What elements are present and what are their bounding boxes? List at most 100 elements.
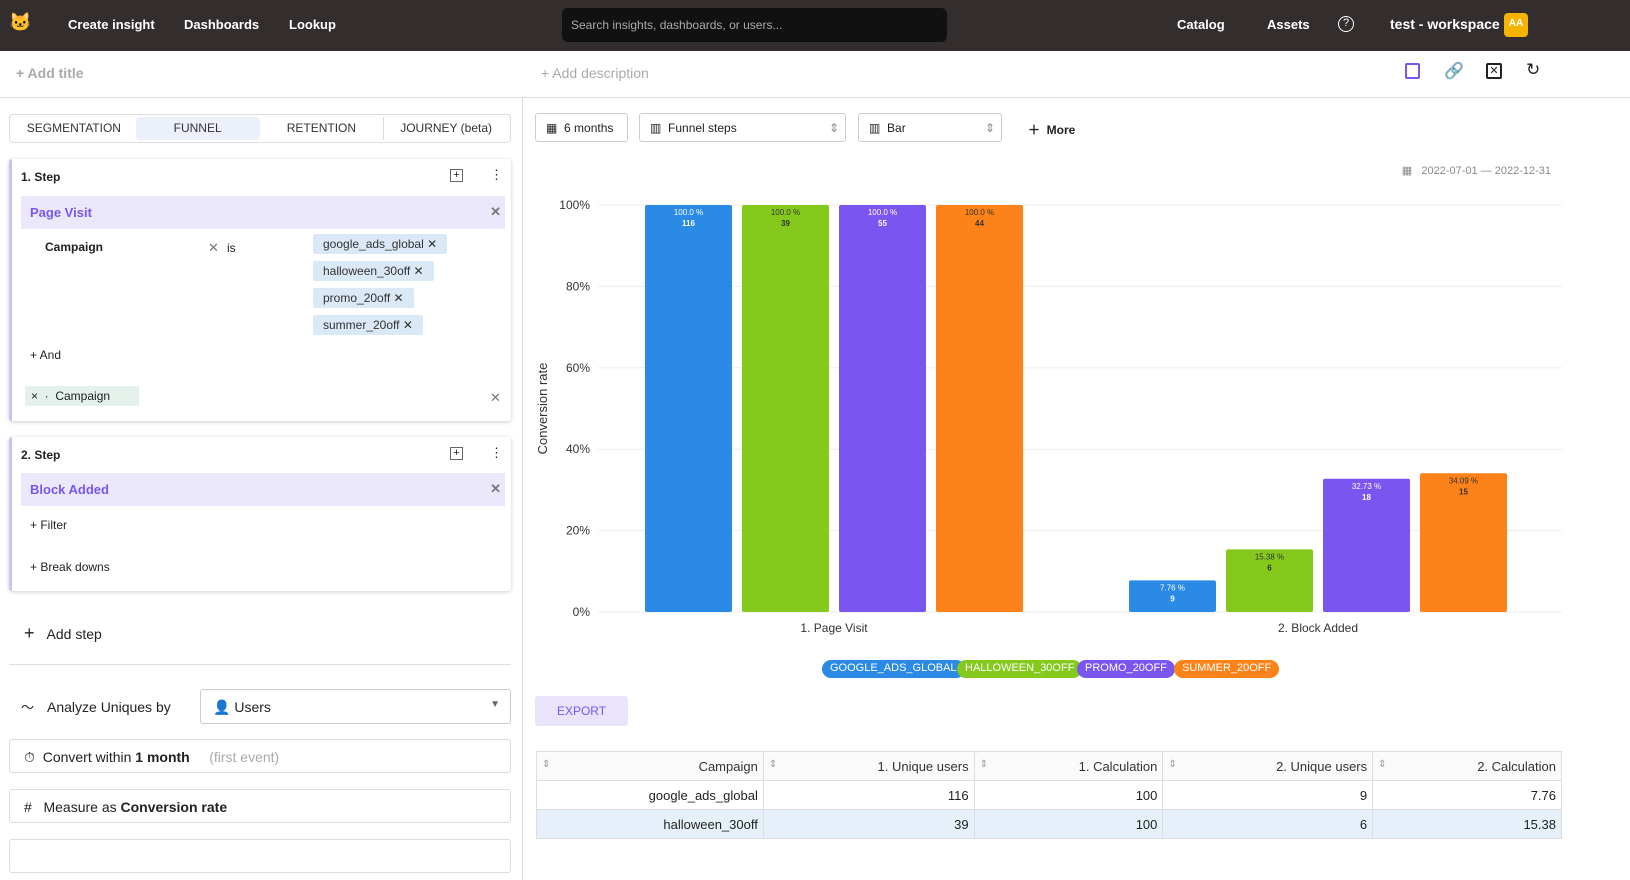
bar-percent-label: 7.76 % xyxy=(1160,583,1185,592)
filter-value-chip[interactable]: summer_20off ✕ xyxy=(313,315,423,335)
step-card-2: 2. Step + ⋮ Block Added ✕ + Filter + Brea… xyxy=(9,437,511,591)
chart-type-select[interactable]: ▥ Bar ⇕ xyxy=(858,113,1002,142)
remove-icon[interactable]: ✕ xyxy=(490,204,501,219)
step-label: 1. Step xyxy=(21,170,61,184)
view-select[interactable]: ▥ Funnel steps ⇕ xyxy=(639,113,846,142)
bar[interactable] xyxy=(742,205,829,612)
legend-item[interactable]: SUMMER_20OFF xyxy=(1174,660,1280,678)
breakdown-chip[interactable]: × · Campaign xyxy=(25,386,139,406)
bar[interactable] xyxy=(1226,549,1313,612)
hash-icon: # xyxy=(24,799,32,815)
top-navbar: 🐱 Create insight Dashboards Lookup Searc… xyxy=(0,0,1630,51)
column-header[interactable]: ⇕ 1. Unique users xyxy=(762,751,975,781)
add-and-button[interactable]: + And xyxy=(30,348,62,362)
y-tick-label: 100% xyxy=(559,198,590,212)
options-row[interactable] xyxy=(9,839,511,873)
save-icon[interactable] xyxy=(1405,63,1420,79)
y-tick-label: 60% xyxy=(566,361,590,375)
add-title[interactable]: + Add title xyxy=(16,65,84,81)
legend-item[interactable]: HALLOWEEN_30OFF xyxy=(957,660,1083,678)
search-input[interactable]: Search insights, dashboards, or users... xyxy=(562,8,947,42)
bar-percent-label: 32.73 % xyxy=(1352,482,1381,491)
table-cell: 100 xyxy=(973,780,1164,810)
legend-item[interactable]: GOOGLE_ADS_GLOBAL xyxy=(822,660,965,678)
date-range-label: ▦ 2022-07-01 — 2022-12-31 xyxy=(1401,165,1551,177)
table-cell: google_ads_global xyxy=(536,780,764,810)
event-name: Page Visit xyxy=(30,205,92,220)
column-header[interactable]: ⇕ 2. Calculation xyxy=(1372,751,1562,781)
table-cell: 15.38 xyxy=(1372,809,1562,839)
insight-tabs: SEGMENTATION FUNNEL RETENTION JOURNEY (b… xyxy=(9,114,511,143)
event-selector[interactable]: Block Added ✕ xyxy=(21,473,505,506)
table-row[interactable]: halloween_30off 39 100 6 15.38 xyxy=(536,809,1562,839)
tab-retention[interactable]: RETENTION xyxy=(260,117,385,140)
refresh-icon[interactable]: ↻ xyxy=(1526,60,1541,79)
add-icon[interactable]: + xyxy=(450,447,463,460)
avatar[interactable]: AA xyxy=(1504,13,1528,37)
step-card-1: 1. Step + ⋮ Page Visit ✕ Campaign ✕ is go… xyxy=(9,159,511,421)
remove-breakdown-icon[interactable]: ✕ xyxy=(490,390,501,405)
y-tick-label: 80% xyxy=(566,279,590,293)
bar[interactable] xyxy=(1129,580,1216,612)
bar[interactable] xyxy=(1420,473,1507,612)
x-tick-label: 1. Page Visit xyxy=(800,621,868,635)
table-cell: 100 xyxy=(973,809,1164,839)
results-table: ⇕ Campaign ⇕ 1. Unique users ⇕ 1. Calculation… xyxy=(536,751,1562,839)
filter-value-chip[interactable]: halloween_30off ✕ xyxy=(313,261,434,281)
measure-as-row[interactable]: # Measure as Conversion rate xyxy=(9,789,511,823)
table-cell: 116 xyxy=(762,780,975,810)
sort-icon: ⇕ xyxy=(828,121,839,135)
bar[interactable] xyxy=(1323,478,1410,612)
plus-icon: + xyxy=(24,623,35,643)
table-cell: 9 xyxy=(1162,780,1374,810)
add-icon[interactable]: + xyxy=(450,169,463,182)
remove-icon[interactable]: ✕ xyxy=(490,481,501,496)
funnel-bar-chart: 0% 20% 40% 60% 80% 100% Conversion rate 1. Page… xyxy=(535,198,1562,635)
remove-filter-icon[interactable]: ✕ xyxy=(208,240,219,255)
link-icon[interactable]: 🔗 xyxy=(1444,63,1464,80)
bar-count-label: 9 xyxy=(1170,594,1175,603)
event-selector[interactable]: Page Visit ✕ xyxy=(21,196,505,229)
nav-lookup[interactable]: Lookup xyxy=(289,17,336,32)
nav-dashboards[interactable]: Dashboards xyxy=(184,17,260,32)
table-cell: 7.76 xyxy=(1372,780,1562,810)
nav-assets[interactable]: Assets xyxy=(1267,17,1310,32)
filter-value-chip[interactable]: google_ads_global ✕ xyxy=(313,234,448,254)
bar[interactable] xyxy=(839,205,926,612)
more-icon[interactable]: ⋮ xyxy=(490,445,503,460)
column-header[interactable]: ⇕ 2. Unique users xyxy=(1162,751,1374,781)
help-icon[interactable]: ? xyxy=(1338,16,1354,32)
table-cell: 6 xyxy=(1162,809,1374,839)
date-range-button[interactable]: ▦ 6 months xyxy=(535,113,628,142)
add-filter-button[interactable]: + Filter xyxy=(30,518,68,532)
tab-segmentation[interactable]: SEGMENTATION xyxy=(26,121,121,135)
bar-percent-label: 100.0 % xyxy=(771,208,800,217)
filter-operator[interactable]: is xyxy=(227,241,236,255)
table-cell: halloween_30off xyxy=(536,809,764,839)
clock-icon: ⏱ xyxy=(24,749,35,765)
convert-within-row[interactable]: ⏱ Convert within 1 month (first event) xyxy=(9,739,511,773)
legend-item[interactable]: PROMO_20OFF xyxy=(1077,660,1175,678)
table-row[interactable]: google_ads_global 116 100 9 7.76 xyxy=(536,780,1562,810)
export-button[interactable]: EXPORT xyxy=(535,696,628,726)
workspace-name[interactable]: test - workspace xyxy=(1390,16,1500,32)
add-description[interactable]: + Add description xyxy=(541,65,649,81)
nav-catalog[interactable]: Catalog xyxy=(1177,17,1225,32)
add-step-button[interactable]: + Add step xyxy=(24,623,102,643)
filter-property[interactable]: Campaign xyxy=(45,240,104,254)
more-button[interactable]: ＋ More xyxy=(1028,123,1076,137)
add-breakdowns-button[interactable]: + Break downs xyxy=(30,560,110,574)
tab-journey[interactable]: JOURNEY (beta) xyxy=(400,121,493,135)
bar[interactable] xyxy=(936,205,1023,612)
bar[interactable] xyxy=(645,205,732,612)
close-box-icon[interactable]: ✕ xyxy=(1486,63,1502,79)
column-header[interactable]: ⇕ 1. Calculation xyxy=(973,751,1164,781)
bar-percent-label: 100.0 % xyxy=(868,208,897,217)
logo-icon[interactable]: 🐱 xyxy=(9,12,32,32)
more-icon[interactable]: ⋮ xyxy=(490,167,503,182)
nav-create-insight[interactable]: Create insight xyxy=(68,17,155,32)
analyze-select[interactable]: 👤 Users ▼ xyxy=(200,689,511,724)
column-header[interactable]: ⇕ Campaign xyxy=(536,751,764,781)
filter-value-chip[interactable]: promo_20off ✕ xyxy=(313,288,414,308)
tab-funnel[interactable]: FUNNEL xyxy=(135,117,260,140)
